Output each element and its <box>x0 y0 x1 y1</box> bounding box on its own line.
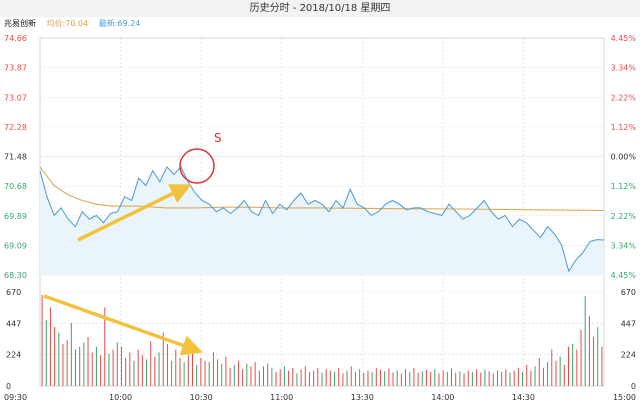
stock-name: 兆易创新 <box>4 19 36 28</box>
time-tick: 13:30 <box>351 393 374 402</box>
uptrend-arrow <box>77 184 192 242</box>
time-tick: 14:00 <box>431 393 454 402</box>
percent-axis: 4.45% 3.34% 2.22% 1.12% 0.00% 1.12% 2.22% 3.34%… <box>611 34 637 280</box>
average-price-line <box>39 166 605 212</box>
volume-decline-arrow <box>43 294 203 356</box>
time-tick: 11:00 <box>270 393 293 402</box>
percent-tick: 4.45% <box>611 271 637 280</box>
price-area <box>39 166 605 275</box>
volume-tick: 224 <box>621 351 636 360</box>
price-tick: 74.66 <box>4 34 27 43</box>
percent-tick: 2.22% <box>611 93 637 102</box>
price-fill <box>40 166 604 275</box>
average-price-label: 均价:70.04 <box>46 19 89 28</box>
volume-tick: 224 <box>6 351 21 360</box>
window-title: 历史分时 - 2018/10/18 星期四 <box>249 3 391 14</box>
annotation-layer: S <box>43 131 222 356</box>
time-axis: 09:30 10:00 10:30 11:00 13:30 14:00 14:30 15:00 <box>4 393 636 402</box>
volume-tick: 0 <box>631 382 636 391</box>
volume-tick: 0 <box>6 382 11 391</box>
price-tick: 72.28 <box>4 123 27 132</box>
circle-label: S <box>214 131 222 145</box>
volume-tick: 670 <box>621 288 636 297</box>
volume-bars <box>41 294 603 386</box>
time-tick: 10:30 <box>190 393 213 402</box>
latest-price-label: 最新:69.24 <box>98 19 141 28</box>
percent-tick: 3.34% <box>611 64 637 73</box>
percent-tick: 2.22% <box>611 212 637 221</box>
price-tick: 69.09 <box>4 241 27 250</box>
price-axis: 74.66 73.87 73.07 72.28 71.48 70.68 69.89 69.09… <box>4 34 27 280</box>
volume-axis: 670 670 447 447 224 224 0 0 <box>6 288 636 391</box>
time-tick: 09:30 <box>4 393 27 402</box>
percent-tick: 3.34% <box>611 241 637 250</box>
volume-tick: 447 <box>621 319 636 328</box>
volume-tick: 447 <box>6 319 21 328</box>
highlight-circle <box>179 148 215 184</box>
price-line <box>39 166 605 273</box>
chart-legend: 兆易创新 均价:70.04 最新:69.24 <box>4 17 148 31</box>
volume-tick: 670 <box>6 288 21 297</box>
percent-tick: 4.45% <box>611 34 637 43</box>
title-bar <box>0 0 640 17</box>
percent-tick: 1.12% <box>611 123 637 132</box>
price-tick: 68.30 <box>4 271 27 280</box>
price-tick: 70.68 <box>4 182 27 191</box>
percent-tick: 0.00% <box>611 153 637 162</box>
time-tick: 14:30 <box>512 393 535 402</box>
price-tick: 73.07 <box>4 93 27 102</box>
price-tick: 69.89 <box>4 212 27 221</box>
time-tick: 10:00 <box>109 393 132 402</box>
price-tick: 73.87 <box>4 64 27 73</box>
percent-tick: 1.12% <box>611 182 637 191</box>
time-tick: 15:00 <box>613 393 636 402</box>
price-tick: 71.48 <box>4 153 27 162</box>
